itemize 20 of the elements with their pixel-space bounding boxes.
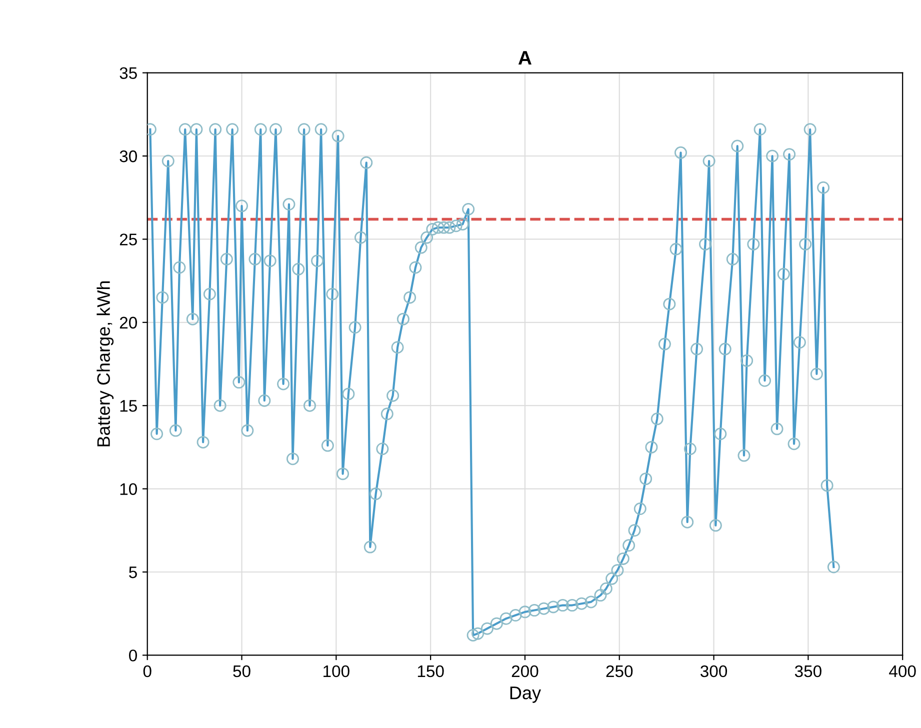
x-tick-label: 0: [143, 665, 152, 678]
x-tick-label: 400: [889, 665, 916, 678]
y-tick-label: 35: [120, 67, 137, 80]
y-tick-label: 5: [129, 566, 137, 578]
chart-title: A: [518, 51, 532, 64]
y-tick-label: 25: [120, 234, 137, 246]
x-tick-label: 300: [700, 665, 728, 678]
y-tick-label: 0: [129, 650, 137, 662]
y-tick-label: 30: [120, 150, 137, 162]
y-axis-title: Battery Charge, kWh: [96, 281, 114, 446]
x-tick-label: 200: [512, 665, 538, 678]
x-tick-label: 250: [606, 665, 633, 678]
y-tick-label: 10: [120, 483, 137, 496]
x-axis-title: Day: [510, 686, 541, 703]
y-tick-label: 20: [120, 316, 137, 329]
x-tick-label: 50: [233, 665, 250, 678]
y-tick-label: 15: [120, 400, 137, 412]
x-tick-label: 100: [324, 665, 350, 678]
x-tick-label: 150: [418, 665, 444, 678]
x-tick-label: 350: [794, 665, 822, 678]
